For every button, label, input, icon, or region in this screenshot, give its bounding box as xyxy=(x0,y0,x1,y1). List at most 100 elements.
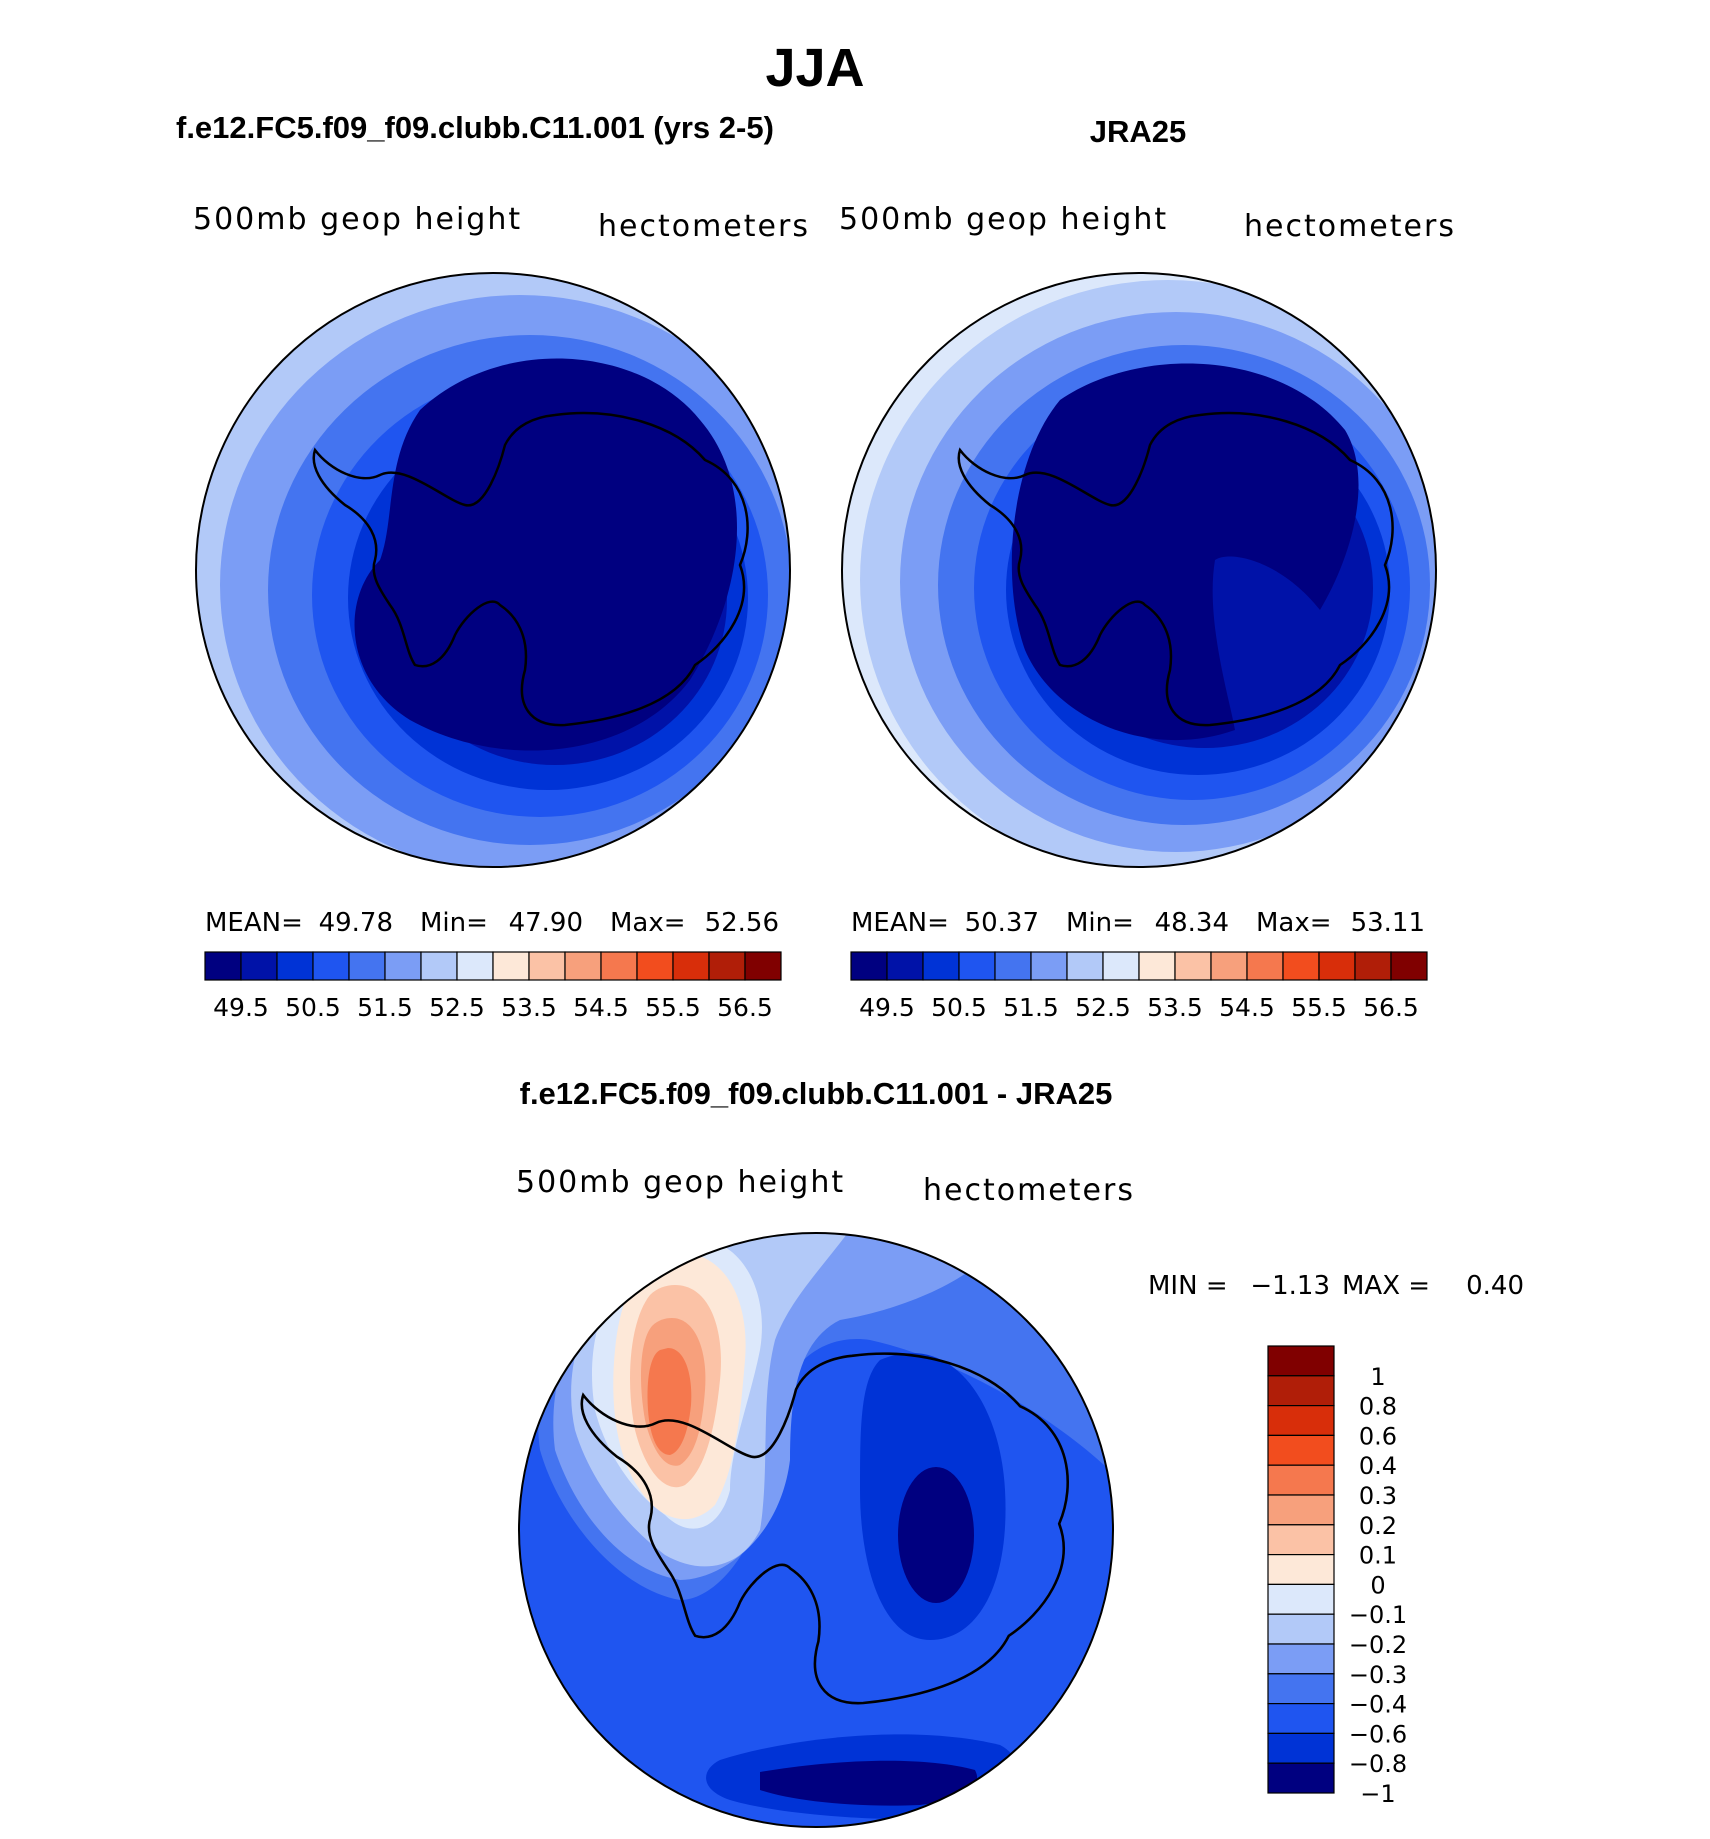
colorbar-tick-label: 0.6 xyxy=(1359,1422,1397,1450)
max-value: 53.11 xyxy=(1351,908,1425,938)
colorbar-box xyxy=(1267,1673,1335,1705)
colorbar-box xyxy=(1282,951,1320,981)
colorbar-box xyxy=(1354,951,1392,981)
mean-label: MEAN= xyxy=(205,908,303,938)
colorbar-tick-label: 53.5 xyxy=(1147,993,1203,1022)
panel-model: f.e12.FC5.f09_f09.clubb.C11.001 (yrs 2-5… xyxy=(176,110,810,1022)
colorbar-box xyxy=(240,951,278,981)
colorbar-box xyxy=(1267,1434,1335,1466)
colorbar-box xyxy=(420,951,458,981)
colorbar-box xyxy=(708,951,746,981)
panel-reference: JRA25 500mb geop height hectometers MEAN… xyxy=(839,114,1456,1022)
min-label: Min= xyxy=(420,908,488,938)
min-label: MIN = xyxy=(1148,1271,1228,1301)
min-value: 48.34 xyxy=(1155,908,1229,938)
max-value: 0.40 xyxy=(1466,1271,1524,1301)
colorbar-box xyxy=(672,951,710,981)
panel-reference-variable: 500mb geop height xyxy=(839,202,1168,237)
panel-model-title: f.e12.FC5.f09_f09.clubb.C11.001 (yrs 2-5… xyxy=(176,110,774,145)
colorbar-box xyxy=(276,951,314,981)
colorbar-tick-label: 52.5 xyxy=(1075,993,1131,1022)
colorbar-box xyxy=(456,951,494,981)
colorbar-box xyxy=(1210,951,1248,981)
colorbar-tick-label: 0.1 xyxy=(1359,1542,1397,1570)
colorbar-tick-label: 0.3 xyxy=(1359,1482,1397,1510)
panel-difference-title: f.e12.FC5.f09_f09.clubb.C11.001 - JRA25 xyxy=(520,1076,1113,1111)
min-value: −1.13 xyxy=(1250,1271,1330,1301)
contour-band xyxy=(354,358,738,751)
max-value: 52.56 xyxy=(705,908,779,938)
colorbar-box xyxy=(348,951,386,981)
colorbar-box xyxy=(1267,1464,1335,1496)
panel-reference-map-border xyxy=(841,272,1437,868)
colorbar-tick-label: −0.3 xyxy=(1349,1661,1407,1689)
contour-band xyxy=(647,1348,692,1455)
colorbar-box xyxy=(1267,1643,1335,1675)
panel-difference-colorbar: 10.80.60.40.30.20.10−0.1−0.2−0.3−0.4−0.6… xyxy=(1267,1345,1407,1808)
colorbar-box xyxy=(744,951,782,981)
colorbar-tick-label: −0.4 xyxy=(1349,1691,1407,1719)
panel-reference-units: hectometers xyxy=(1244,209,1456,244)
colorbar-box xyxy=(1267,1375,1335,1407)
panel-model-map-border xyxy=(195,272,791,868)
colorbar-tick-label: 49.5 xyxy=(859,993,915,1022)
colorbar-box xyxy=(1246,951,1284,981)
colorbar-box xyxy=(528,951,566,981)
colorbar-tick-label: 0.2 xyxy=(1359,1512,1397,1540)
super-title: JJA xyxy=(765,38,864,98)
panel-model-colorbar: 49.5 50.5 51.5 52.5 53.5 54.5 55.5 56.5 xyxy=(204,951,782,1022)
colorbar-box xyxy=(1267,1732,1335,1764)
colorbar-tick-label: −0.1 xyxy=(1349,1601,1407,1629)
panel-model-stats: MEAN= 49.78 Min= 47.90 Max= 52.56 xyxy=(205,908,779,938)
colorbar-box xyxy=(1102,951,1140,981)
colorbar-box xyxy=(1030,951,1068,981)
colorbar-tick-label: 0.8 xyxy=(1359,1393,1397,1421)
colorbar-box xyxy=(958,951,996,981)
colorbar-box xyxy=(1174,951,1212,981)
colorbar-box xyxy=(1066,951,1104,981)
contour-band xyxy=(1011,363,1359,741)
colorbar-tick-label: 49.5 xyxy=(213,993,269,1022)
mean-value: 50.37 xyxy=(965,908,1039,938)
colorbar-box xyxy=(384,951,422,981)
colorbar-box xyxy=(1267,1524,1335,1556)
colorbar-tick-label: 1 xyxy=(1370,1363,1385,1391)
colorbar-box xyxy=(1390,951,1428,981)
colorbar-tick-label: −0.8 xyxy=(1349,1750,1407,1778)
colorbar-tick-label: 55.5 xyxy=(645,993,701,1022)
panel-difference-units: hectometers xyxy=(923,1173,1135,1208)
colorbar-box xyxy=(850,951,888,981)
max-label: MAX = xyxy=(1342,1271,1430,1301)
colorbar-tick-label: −1 xyxy=(1360,1780,1395,1808)
panel-difference-map-border xyxy=(518,1232,1114,1828)
colorbar-tick-label: 0 xyxy=(1370,1571,1385,1599)
colorbar-box xyxy=(886,951,924,981)
colorbar-box xyxy=(1267,1583,1335,1615)
colorbar-box xyxy=(922,951,960,981)
colorbar-box xyxy=(1267,1494,1335,1526)
colorbar-box xyxy=(564,951,602,981)
panel-difference-variable: 500mb geop height xyxy=(516,1165,845,1200)
colorbar-tick-label: 56.5 xyxy=(717,993,773,1022)
colorbar-box xyxy=(636,951,674,981)
panel-difference: f.e12.FC5.f09_f09.clubb.C11.001 - JRA25 … xyxy=(516,1076,1524,1828)
panel-reference-title: JRA25 xyxy=(1090,114,1187,149)
mean-label: MEAN= xyxy=(851,908,949,938)
colorbar-tick-label: 54.5 xyxy=(573,993,629,1022)
colorbar-box xyxy=(204,951,242,981)
colorbar-box xyxy=(994,951,1032,981)
panel-model-units: hectometers xyxy=(598,209,810,244)
colorbar-box xyxy=(492,951,530,981)
max-label: Max= xyxy=(1256,908,1332,938)
colorbar-box xyxy=(1267,1762,1335,1794)
colorbar-tick-label: −0.6 xyxy=(1349,1720,1407,1748)
colorbar-box xyxy=(1267,1702,1335,1734)
panel-reference-colorbar: 49.5 50.5 51.5 52.5 53.5 54.5 55.5 56.5 xyxy=(850,951,1428,1022)
panel-model-map xyxy=(196,273,790,867)
panel-difference-map xyxy=(519,1233,1113,1827)
panel-reference-map xyxy=(842,273,1436,867)
max-label: Max= xyxy=(610,908,686,938)
panel-model-variable: 500mb geop height xyxy=(193,202,522,237)
colorbar-tick-label: 54.5 xyxy=(1219,993,1275,1022)
